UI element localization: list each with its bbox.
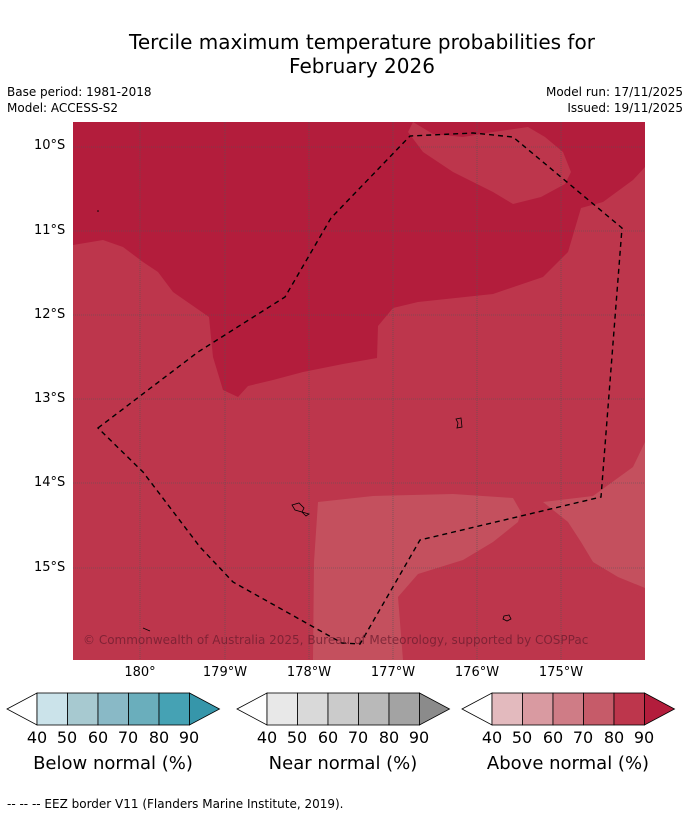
colorbar-extension-high [419, 692, 451, 726]
lat-label-11s: 11°S [34, 223, 66, 238]
copyright-notice: © Commonwealth of Australia 2025, Bureau… [83, 633, 589, 647]
colorbar-box [522, 692, 554, 726]
colorbar-box [158, 692, 190, 726]
lon-label-177w: 177°W [370, 665, 416, 680]
tick-below-70: 70 [117, 728, 139, 747]
colorbar-box [36, 692, 68, 726]
tick-near-70: 70 [347, 728, 369, 747]
tick-above-80: 80 [603, 728, 625, 747]
tick-below-60: 60 [87, 728, 109, 747]
tick-near-50: 50 [286, 728, 308, 747]
tick-above-60: 60 [542, 728, 564, 747]
tick-below-40: 40 [26, 728, 48, 747]
colorbar-box [491, 692, 523, 726]
tick-near-80: 80 [378, 728, 400, 747]
colorbar-box [552, 692, 584, 726]
colorbar-box [67, 692, 99, 726]
colorbar-box [266, 692, 298, 726]
island-4 [502, 614, 512, 622]
colorbar-extension-high [644, 692, 676, 726]
colorbar-extension-low [236, 692, 268, 726]
region-80pct-inner [398, 507, 645, 660]
title-line-2: February 2026 [289, 54, 435, 78]
colorbar-above-normal [461, 692, 676, 726]
eez-border [96, 132, 623, 645]
tick-below-90: 90 [178, 728, 200, 747]
tick-below-50: 50 [56, 728, 78, 747]
island-6 [97, 210, 99, 212]
colorbar-box [128, 692, 160, 726]
tick-above-90: 90 [633, 728, 655, 747]
meta-left: Base period: 1981-2018 Model: ACCESS-S2 [7, 84, 152, 116]
chart-title: Tercile maximum temperature probabilitie… [0, 30, 690, 78]
lat-label-15s: 15°S [34, 560, 66, 575]
issued-date: Issued: 19/11/2025 [567, 101, 683, 115]
colorbar-box [97, 692, 129, 726]
tick-above-40: 40 [481, 728, 503, 747]
lon-label-179w: 179°W [202, 665, 248, 680]
lon-label-180: 180° [124, 665, 156, 680]
colorbar-below-normal [6, 692, 221, 726]
colorbar-box [583, 692, 615, 726]
lat-label-14s: 14°S [34, 475, 66, 490]
tick-near-90: 90 [408, 728, 430, 747]
lat-label-12s: 12°S [34, 307, 66, 322]
tick-above-70: 70 [572, 728, 594, 747]
model-run: Model run: 17/11/2025 [545, 85, 683, 99]
tick-near-40: 40 [256, 728, 278, 747]
tick-near-60: 60 [317, 728, 339, 747]
title-line-1: Tercile maximum temperature probabilitie… [129, 30, 595, 54]
island-1 [455, 417, 463, 429]
eez-legend-note: -- -- -- EEZ border V11 (Flanders Marine… [7, 797, 344, 811]
lon-label-175w: 175°W [538, 665, 584, 680]
region-70pct-east [543, 442, 645, 588]
region-80pct-bay [408, 122, 571, 204]
model-name: Model: ACCESS-S2 [7, 101, 119, 115]
colorbar-extension-low [6, 692, 38, 726]
meta-right: Model run: 17/11/2025 Issued: 19/11/2025 [546, 84, 683, 116]
lat-label-13s: 13°S [34, 391, 66, 406]
colorbar-label-above: Above normal (%) [486, 753, 650, 774]
colorbar-label-near: Near normal (%) [268, 753, 418, 774]
lon-label-176w: 176°W [454, 665, 500, 680]
colorbar-box [358, 692, 390, 726]
colorbar-extension-low [461, 692, 493, 726]
colorbar-box [297, 692, 329, 726]
colorbar-box [327, 692, 359, 726]
island-2 [291, 502, 305, 513]
colorbar-box [613, 692, 645, 726]
island-3 [300, 511, 310, 517]
island-5 [142, 627, 151, 632]
colorbar-near-normal [236, 692, 451, 726]
colorbar-extension-high [189, 692, 221, 726]
probability-map[interactable] [73, 122, 645, 660]
tick-above-50: 50 [511, 728, 533, 747]
lon-label-178w: 178°W [286, 665, 332, 680]
colorbar-label-below: Below normal (%) [33, 753, 193, 774]
tick-below-80: 80 [148, 728, 170, 747]
base-period: Base period: 1981-2018 [7, 85, 152, 99]
lat-label-10s: 10°S [34, 138, 66, 153]
colorbar-box [388, 692, 420, 726]
